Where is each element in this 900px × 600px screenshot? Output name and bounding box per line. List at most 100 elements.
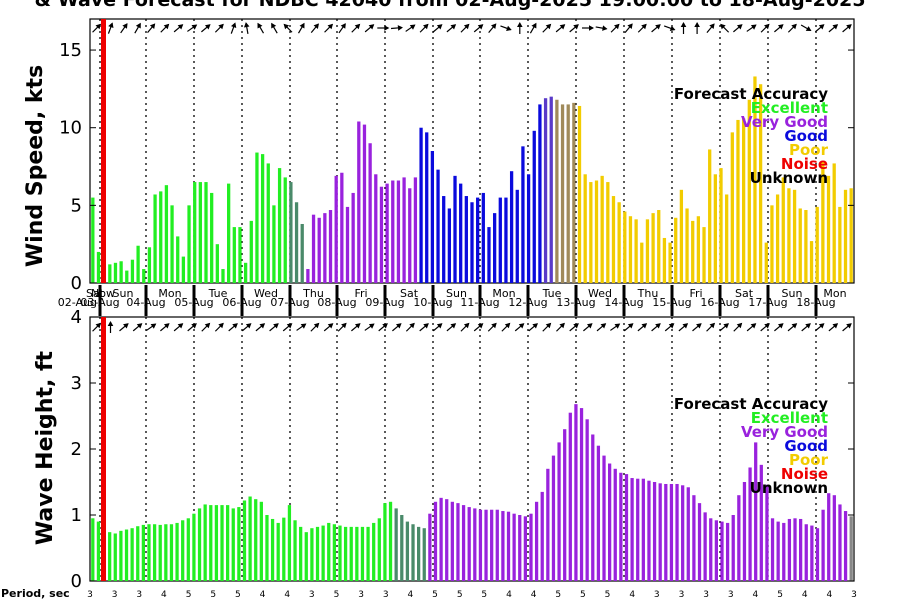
wave-bar — [299, 526, 303, 581]
wave-bar — [557, 442, 561, 581]
wave-bar — [388, 501, 393, 581]
wind-bar — [442, 196, 446, 283]
wind-bar — [538, 104, 542, 283]
wave-bar — [832, 495, 836, 581]
wave-bar — [377, 518, 381, 581]
wave-bar — [827, 493, 831, 581]
wave-bar — [613, 468, 617, 581]
wave-bar — [158, 524, 162, 581]
wave-bar — [523, 516, 527, 581]
day-name-label: Sun — [446, 287, 467, 300]
direction-arrow-icon — [787, 23, 797, 33]
day-separator — [574, 285, 578, 316]
wave-bar — [591, 434, 595, 581]
wave-bar — [327, 522, 331, 581]
direction-arrow-icon — [392, 323, 402, 332]
wind-bar — [640, 242, 644, 283]
wind-bar — [374, 174, 378, 283]
direction-arrow-icon — [92, 322, 102, 332]
direction-arrow-icon — [610, 23, 620, 33]
wave-bar — [810, 525, 814, 581]
wind-bar — [555, 99, 559, 283]
wave-bar — [293, 520, 297, 581]
wind-bar — [798, 208, 802, 283]
legend-item: Very Good — [741, 113, 828, 131]
direction-arrow-icon — [460, 322, 470, 332]
direction-arrow-icon — [706, 322, 716, 332]
wind-bar — [306, 269, 310, 283]
direction-arrow-icon — [120, 23, 128, 34]
direction-arrow-icon — [596, 323, 607, 332]
wind-bar — [204, 182, 208, 283]
wave-bar — [669, 483, 674, 581]
wind-bar — [742, 118, 746, 283]
wave-bar — [400, 515, 404, 581]
wind-bar — [436, 169, 440, 283]
direction-arrow-icon — [706, 23, 715, 33]
wave-y-tick-label: 4 — [71, 307, 82, 328]
wind-bar — [775, 194, 780, 283]
wind-bar — [685, 208, 689, 283]
legend-item: Noise — [781, 465, 828, 483]
wave-bar — [209, 505, 213, 581]
direction-arrow-icon — [323, 323, 334, 332]
direction-arrow-icon — [760, 23, 770, 33]
wind-bar — [351, 192, 355, 283]
wind-direction-arrows — [92, 22, 852, 35]
wind-bar — [402, 177, 406, 283]
wave-bar — [450, 501, 454, 581]
day-separator — [766, 285, 770, 316]
wind-bar — [181, 256, 186, 283]
wind-bar — [425, 132, 429, 283]
wind-bar — [142, 269, 146, 283]
period-value: 3 — [679, 590, 685, 600]
wind-bar — [493, 213, 497, 283]
direction-arrow-icon — [678, 323, 689, 332]
direction-arrow-icon — [271, 22, 278, 34]
wind-bar — [277, 168, 282, 283]
wave-bar — [203, 504, 207, 581]
direction-arrow-icon — [92, 23, 102, 33]
wave-bar — [147, 524, 151, 581]
wave-bar — [192, 513, 196, 581]
wind-bar — [843, 189, 848, 283]
wind-bar — [125, 270, 129, 283]
direction-arrow-icon — [637, 23, 647, 33]
period-value: 4 — [161, 590, 167, 600]
wave-bar — [124, 529, 129, 581]
direction-arrow-icon — [255, 323, 266, 332]
direction-arrow-icon — [569, 323, 579, 332]
wave-bar — [495, 509, 499, 581]
wind-bar — [396, 180, 401, 283]
wind-bar — [674, 217, 678, 283]
wave-bar — [843, 511, 848, 581]
wind-bar — [515, 189, 519, 283]
direction-arrow-icon — [733, 24, 743, 33]
period-value: 3 — [112, 590, 118, 600]
direction-arrow-icon — [134, 22, 141, 34]
day-separator — [622, 285, 626, 316]
wind-bar — [662, 237, 667, 283]
wind-bar — [645, 219, 650, 283]
wave-bar — [439, 497, 443, 581]
wave-bar — [675, 483, 679, 581]
wave-bar — [445, 499, 449, 581]
direction-arrow-icon — [501, 322, 511, 332]
wind-bar — [651, 213, 655, 283]
wind-bar — [702, 227, 706, 283]
direction-arrow-icon — [160, 323, 170, 332]
wave-bar — [759, 464, 763, 581]
period-value: 4 — [753, 590, 759, 600]
wind-bar — [345, 206, 350, 283]
direction-arrow-icon — [542, 23, 552, 33]
wave-bar — [113, 533, 117, 581]
wave-bar — [838, 504, 842, 581]
wave-bar — [619, 472, 623, 581]
wind-bar — [136, 245, 140, 283]
wind-bar — [809, 241, 814, 283]
wind-bar — [691, 220, 695, 283]
wind-bar — [719, 168, 723, 283]
wave-bar — [546, 468, 550, 581]
wind-bar — [340, 172, 344, 283]
wind-bar — [572, 102, 576, 283]
